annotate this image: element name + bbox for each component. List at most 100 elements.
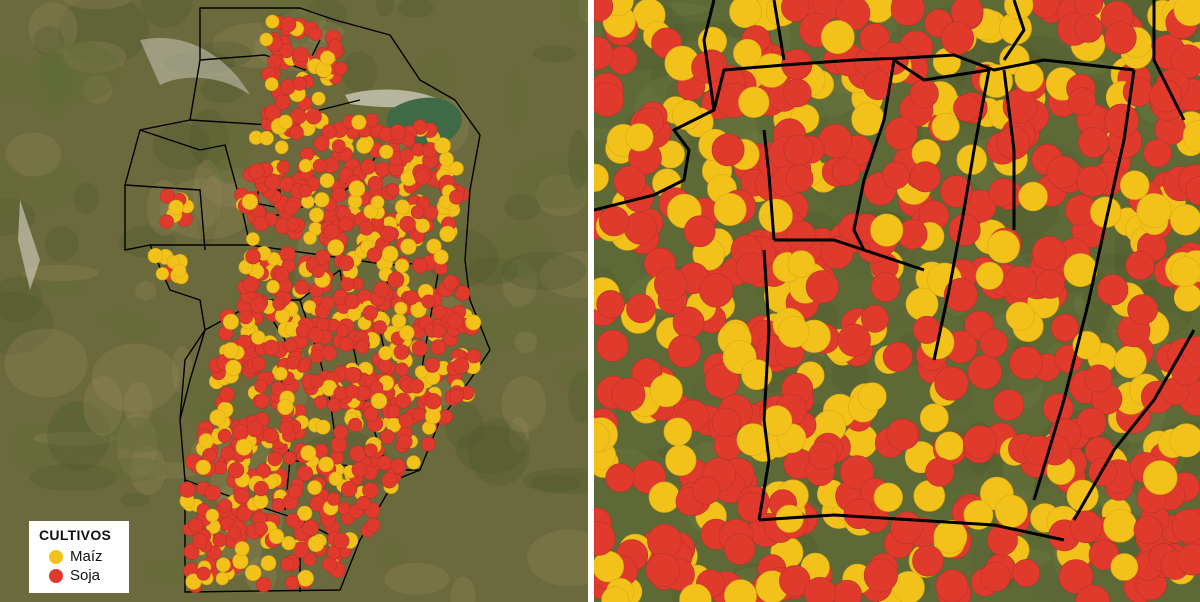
maiz-point [415, 218, 430, 233]
department-boundaries [594, 0, 1196, 542]
soja-point [290, 107, 307, 125]
soja-point [238, 310, 253, 325]
maiz-point [277, 398, 294, 415]
maiz-point [274, 140, 289, 155]
maiz-point [1173, 0, 1200, 27]
soja-point [613, 165, 647, 199]
soja-point [279, 421, 294, 436]
maiz-point [1173, 283, 1200, 312]
soja-point [1176, 543, 1200, 576]
soja-point [272, 296, 287, 311]
soja-point [882, 341, 913, 372]
soja-point [276, 160, 291, 174]
terrain-patch [500, 251, 587, 290]
soja-point [890, 0, 925, 26]
maiz-point [370, 392, 388, 410]
legend-label: Maíz [70, 548, 103, 565]
soja-point [992, 389, 1025, 421]
soja-point [596, 329, 629, 362]
soja-point [1068, 87, 1097, 116]
maiz-point [222, 313, 239, 330]
maiz-point [274, 366, 288, 381]
maiz-point [172, 263, 187, 278]
soja-point [599, 206, 630, 237]
soja-point [366, 247, 382, 263]
maiz-point [713, 193, 747, 226]
map-legend: CULTIVOS Maíz Soja [29, 521, 129, 593]
maiz-point [820, 20, 855, 54]
soja-point [279, 43, 295, 59]
soja-point [358, 220, 374, 236]
terrain-patch [9, 423, 62, 469]
terrain-patch [508, 417, 529, 452]
maiz-point [1170, 256, 1200, 287]
maiz-point [1014, 62, 1044, 92]
maiz-point [679, 583, 712, 602]
soja-point [262, 427, 279, 444]
terrain-patch [578, 0, 588, 22]
terrain-patch [171, 345, 193, 396]
maiz-point [1136, 193, 1172, 228]
terrain-patch [455, 426, 527, 474]
soja-point [395, 392, 412, 409]
terrain-patch [22, 265, 99, 281]
soja-point [333, 386, 348, 401]
overview-map [0, 0, 588, 602]
soja-point [412, 407, 426, 422]
maiz-point [434, 137, 451, 154]
maiz-point [1169, 423, 1200, 458]
terrain-patch [32, 431, 117, 446]
soja-point [302, 519, 319, 537]
maiz-point [406, 455, 421, 470]
overview-map-panel[interactable] [0, 0, 588, 602]
soja-point [264, 104, 282, 122]
maiz-point [1063, 253, 1098, 288]
soja-point [735, 252, 768, 285]
soja-point [305, 108, 322, 125]
maiz-point [601, 586, 630, 602]
soja-point [313, 135, 330, 152]
soja-point [250, 296, 267, 314]
soja-point [399, 148, 414, 163]
terrain-patch [514, 331, 538, 354]
maiz-point [399, 325, 415, 341]
soja-point [375, 161, 391, 178]
soja-point [839, 455, 875, 490]
terrain-patch [120, 492, 150, 508]
soja-point [452, 357, 470, 375]
maiz-point [933, 519, 968, 554]
maiz-point [259, 32, 273, 47]
maiz-point [858, 382, 887, 411]
soja-point [425, 393, 442, 410]
soja-point [909, 161, 941, 193]
maiz-point [260, 555, 277, 571]
soja-point [886, 418, 919, 451]
soja-point [411, 340, 428, 357]
maiz-point [303, 231, 317, 245]
salt-flat [18, 200, 40, 290]
soja-point [335, 324, 350, 338]
soja-point [217, 428, 232, 443]
soja-point [390, 458, 406, 474]
soja-point [188, 517, 204, 533]
terrain-patch [91, 343, 179, 413]
soja-point [280, 16, 297, 33]
soja-point [1058, 559, 1094, 594]
soja-point [783, 134, 814, 166]
soja-point [348, 417, 363, 433]
soja-point [466, 348, 481, 364]
terrain-patch [568, 129, 588, 189]
zoom-map-panel[interactable] [594, 0, 1200, 602]
soja-point [292, 76, 307, 91]
maiz-point [986, 230, 1020, 264]
soja-point [245, 248, 261, 265]
soja-point [1012, 559, 1041, 587]
soja-point [227, 525, 241, 540]
soja-point [431, 323, 447, 339]
soja-point [934, 366, 969, 401]
soja-point [837, 323, 871, 357]
terrain-patch [341, 51, 378, 92]
maiz-point [465, 314, 482, 331]
maiz-point [297, 505, 313, 521]
terrain-patch [44, 226, 79, 262]
